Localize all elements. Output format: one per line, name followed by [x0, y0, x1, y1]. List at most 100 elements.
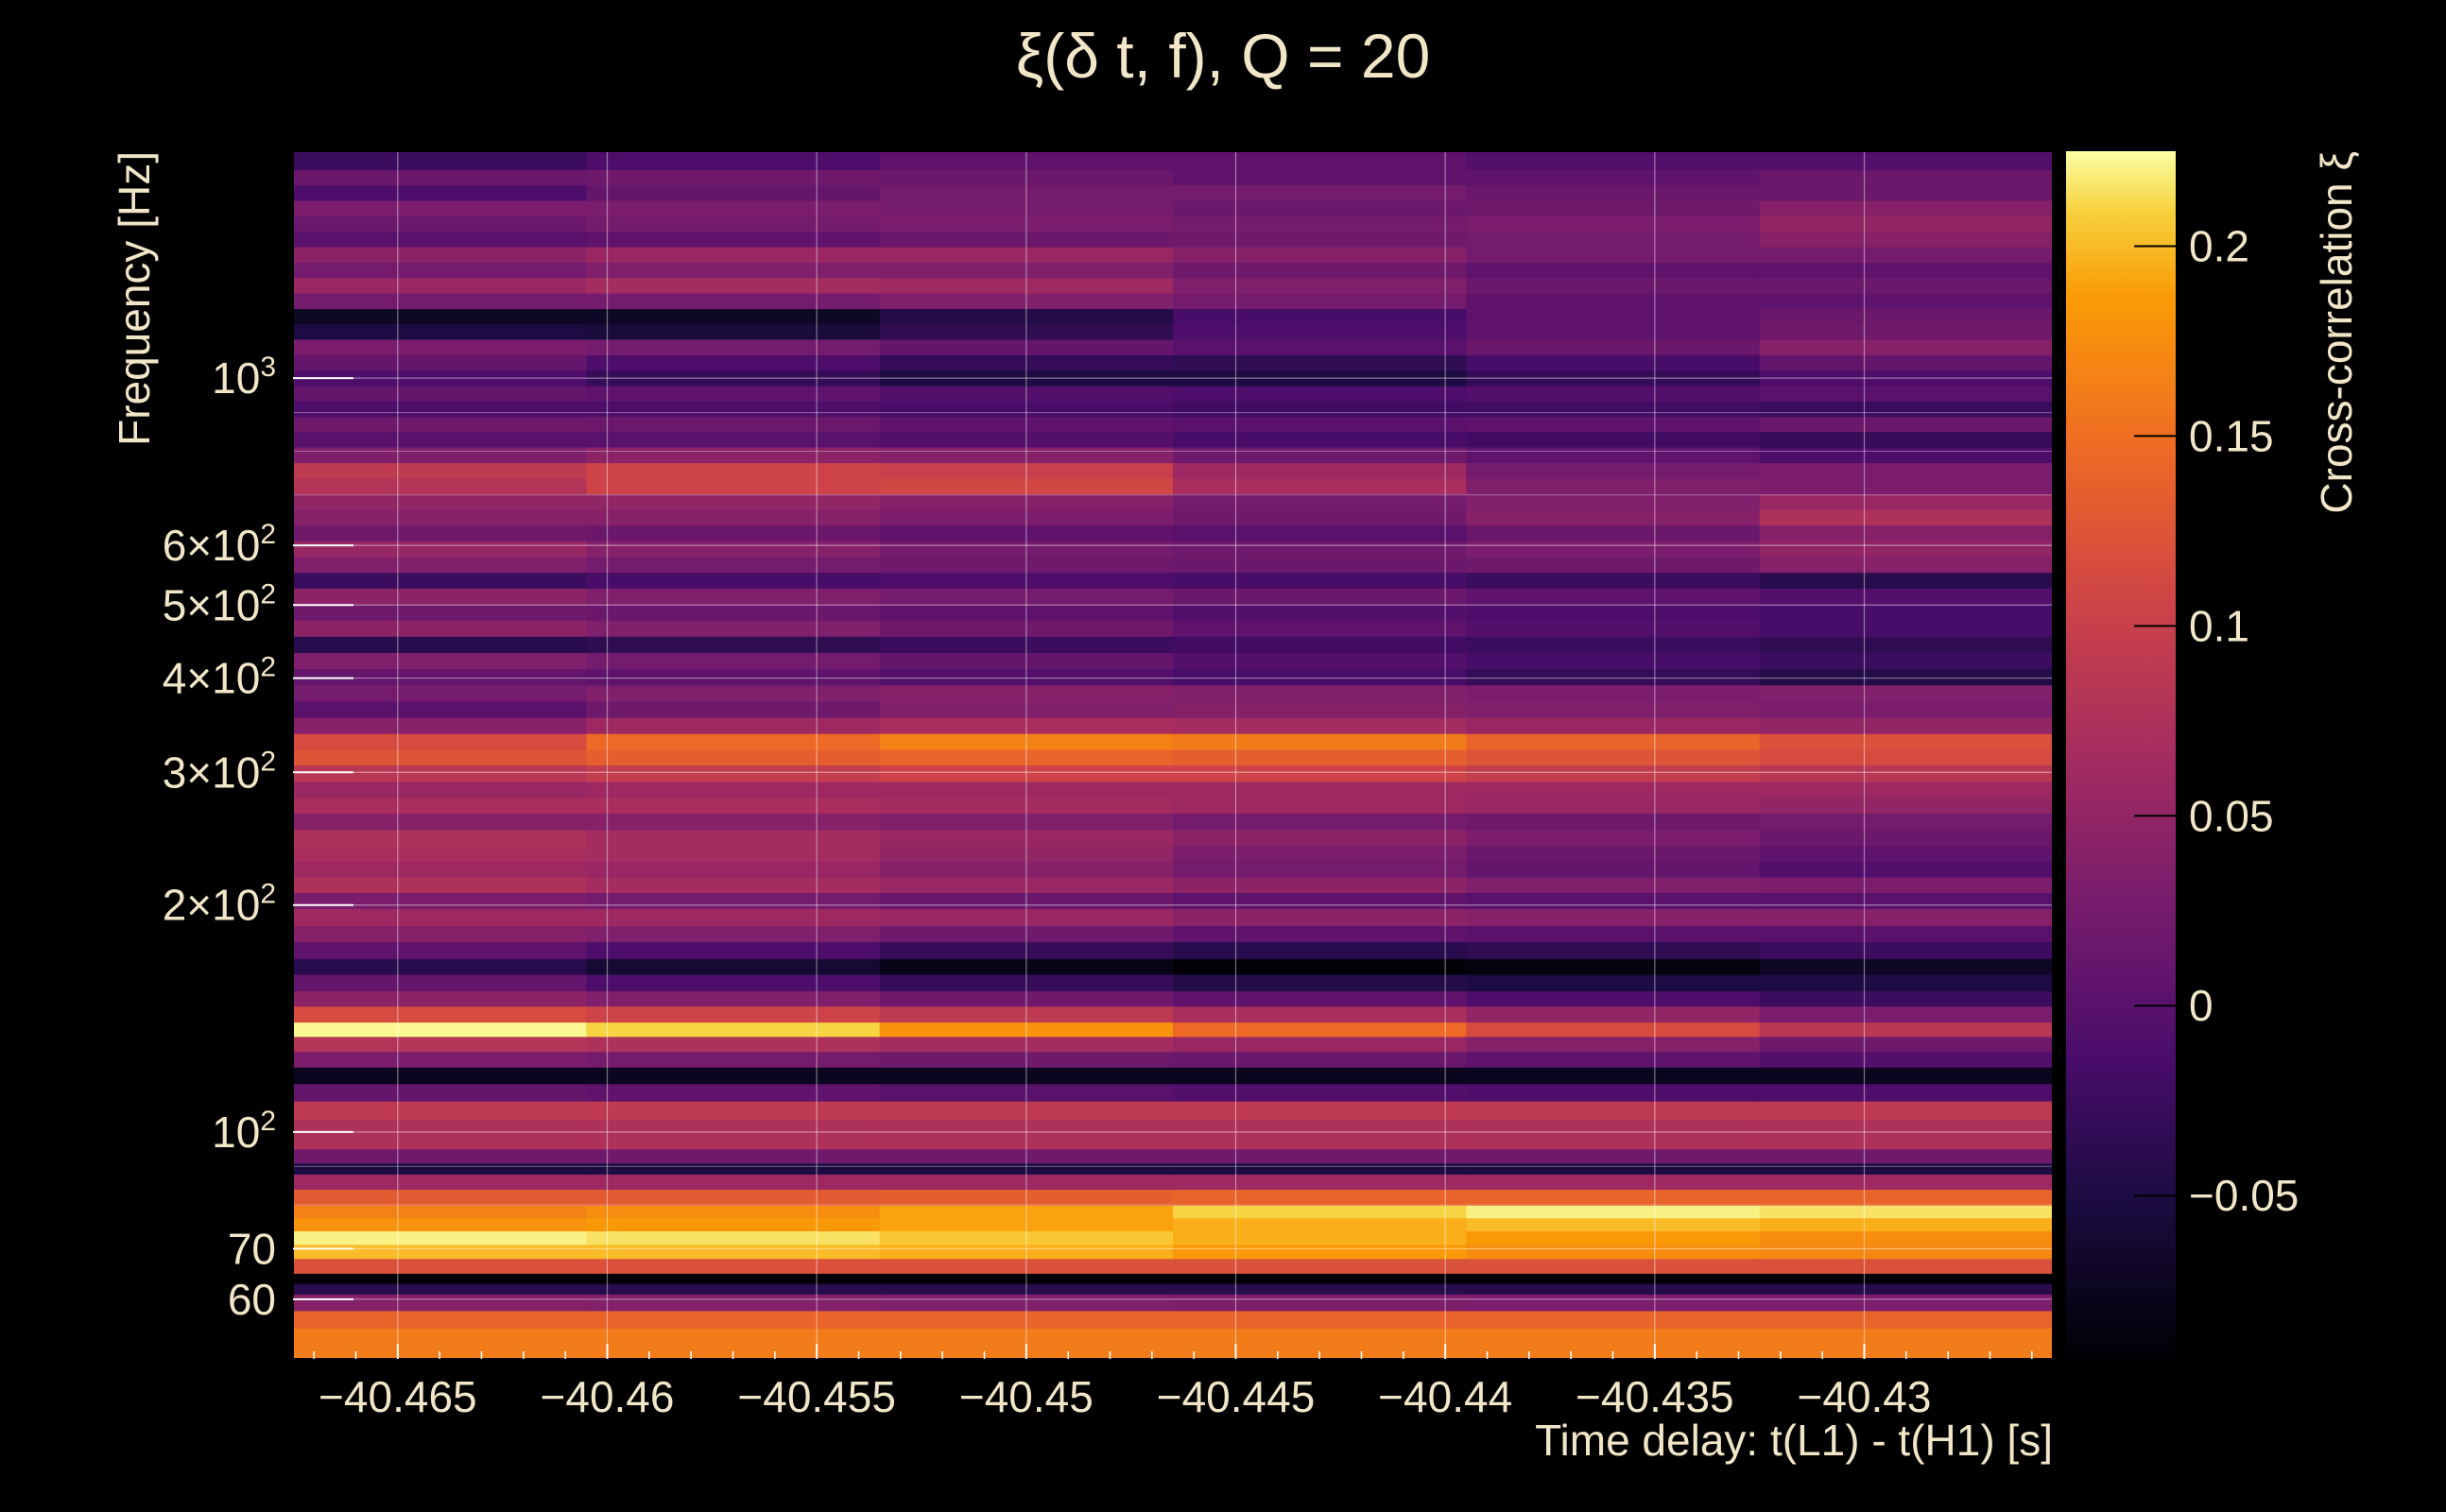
- heatmap-cell: [1759, 338, 2054, 355]
- heatmap-cell: [586, 892, 881, 909]
- heatmap-cell: [879, 1230, 1174, 1246]
- heatmap-cell: [293, 1273, 588, 1284]
- heatmap-cell: [1173, 941, 1468, 959]
- heatmap-cell: [586, 1189, 881, 1206]
- heatmap-cell: [293, 1162, 588, 1175]
- heatmap-cell: [1173, 1100, 1468, 1120]
- heatmap-cell: [1173, 1310, 1468, 1329]
- heatmap-cell: [1759, 716, 2054, 734]
- x-ticks: −40.465 −40.46 −40.455 −40.45 −40.445 −40.44 −…: [313, 1344, 2033, 1421]
- heatmap-cell: [586, 215, 881, 232]
- heatmap-cell: [1759, 231, 2054, 248]
- heatmap-cell: [1466, 308, 1761, 325]
- heatmap-cell: [1173, 603, 1468, 621]
- heatmap-cell: [1466, 973, 1761, 991]
- heatmap-cell: [1759, 765, 2054, 782]
- heatmap-cell: [1173, 829, 1468, 847]
- y-tick-label: 2×102: [163, 879, 276, 930]
- heatmap-cell: [1173, 401, 1468, 418]
- heatmap-cell: [1759, 619, 2054, 637]
- heatmap-cell: [1759, 797, 2054, 814]
- heatmap-cell: [586, 876, 881, 893]
- heatmap-cell: [879, 797, 1174, 814]
- heatmap-cell: [1759, 700, 2054, 718]
- heatmap-cell: [586, 748, 881, 765]
- heatmap-cell: [1173, 732, 1468, 750]
- heatmap-cell: [1173, 477, 1468, 495]
- heatmap-cell: [1466, 1282, 1761, 1295]
- heatmap-cell: [1466, 1294, 1761, 1312]
- heatmap-cell: [586, 431, 881, 448]
- heatmap-cell: [1173, 1217, 1468, 1231]
- heatmap-cell: [879, 973, 1174, 991]
- heatmap-cell: [1759, 1189, 2054, 1206]
- heatmap-cell: [1759, 1083, 2054, 1102]
- colorbar-tick-label: 0.15: [2189, 411, 2274, 460]
- heatmap-cell: [586, 572, 881, 589]
- heatmap-cell: [1759, 572, 2054, 589]
- heatmap-cell: [586, 1036, 881, 1053]
- heatmap-cell: [293, 184, 588, 201]
- heatmap-cell: [586, 1148, 881, 1164]
- heatmap-cell: [293, 572, 588, 589]
- heatmap-cell: [586, 908, 881, 926]
- heatmap-cell: [879, 462, 1174, 479]
- heatmap-cell: [1466, 338, 1761, 355]
- heatmap-cell: [586, 369, 881, 387]
- heatmap-cell: [1173, 892, 1468, 909]
- heatmap-cell: [1173, 1083, 1468, 1102]
- heatmap-cell: [1759, 462, 2054, 479]
- y-tick-label: 6×102: [163, 519, 276, 570]
- heatmap-cell: [586, 462, 881, 479]
- heatmap-cell: [1759, 199, 2054, 216]
- heatmap-cell: [293, 829, 588, 847]
- heatmap-cell: [586, 246, 881, 263]
- heatmap-cell: [1466, 184, 1761, 201]
- heatmap-cell: [879, 292, 1174, 309]
- heatmap-cell: [879, 215, 1174, 232]
- heatmap-cell: [879, 508, 1174, 526]
- heatmap-cell: [586, 1282, 881, 1295]
- heatmap-cell: [586, 941, 881, 959]
- heatmap-cell: [879, 369, 1174, 387]
- heatmap-cell: [293, 845, 588, 862]
- heatmap-cell: [1759, 508, 2054, 526]
- x-tick-label: −40.46: [541, 1372, 675, 1421]
- heatmap-cell: [1759, 292, 2054, 309]
- heatmap-cell: [1466, 845, 1761, 862]
- heatmap-cell: [1466, 765, 1761, 782]
- y-axis-label: Frequency [Hz]: [110, 151, 159, 446]
- heatmap-cell: [879, 1258, 1174, 1274]
- heatmap-cell: [879, 1162, 1174, 1175]
- y-tick-label: 70: [228, 1224, 276, 1273]
- heatmap-cell: [1466, 169, 1761, 186]
- heatmap-cell: [1173, 385, 1468, 402]
- heatmap-cell: [586, 973, 881, 991]
- heatmap-cell: [879, 908, 1174, 926]
- heatmap-cell: [293, 385, 588, 402]
- heatmap-cell: [1466, 446, 1761, 464]
- heatmap-cell: [1759, 845, 2054, 862]
- heatmap-cell: [1466, 781, 1761, 799]
- heatmap-cell: [1173, 845, 1468, 862]
- heatmap-cell: [293, 416, 588, 433]
- heatmap-cell: [586, 1022, 881, 1038]
- heatmap-cell: [1759, 860, 2054, 878]
- heatmap-cell: [1759, 1205, 2054, 1219]
- heatmap-cell: [879, 1294, 1174, 1312]
- chart-title: ξ(δ t, f), Q = 20: [1016, 21, 1431, 91]
- heatmap-cell: [879, 493, 1174, 510]
- heatmap-cell: [1466, 246, 1761, 263]
- heatmap-cell: [1466, 151, 1761, 170]
- heatmap-cell: [1759, 958, 2054, 975]
- heatmap-cell: [879, 700, 1174, 718]
- heatmap-cell: [586, 668, 881, 686]
- heatmap-cell: [586, 493, 881, 510]
- heatmap-cell: [293, 1310, 588, 1329]
- heatmap-cell: [293, 231, 588, 248]
- heatmap-cell: [1173, 1005, 1468, 1023]
- heatmap-cell: [1173, 765, 1468, 782]
- heatmap-cell: [586, 446, 881, 464]
- heatmap-cell: [1466, 1273, 1761, 1284]
- heatmap-cell: [1466, 401, 1761, 418]
